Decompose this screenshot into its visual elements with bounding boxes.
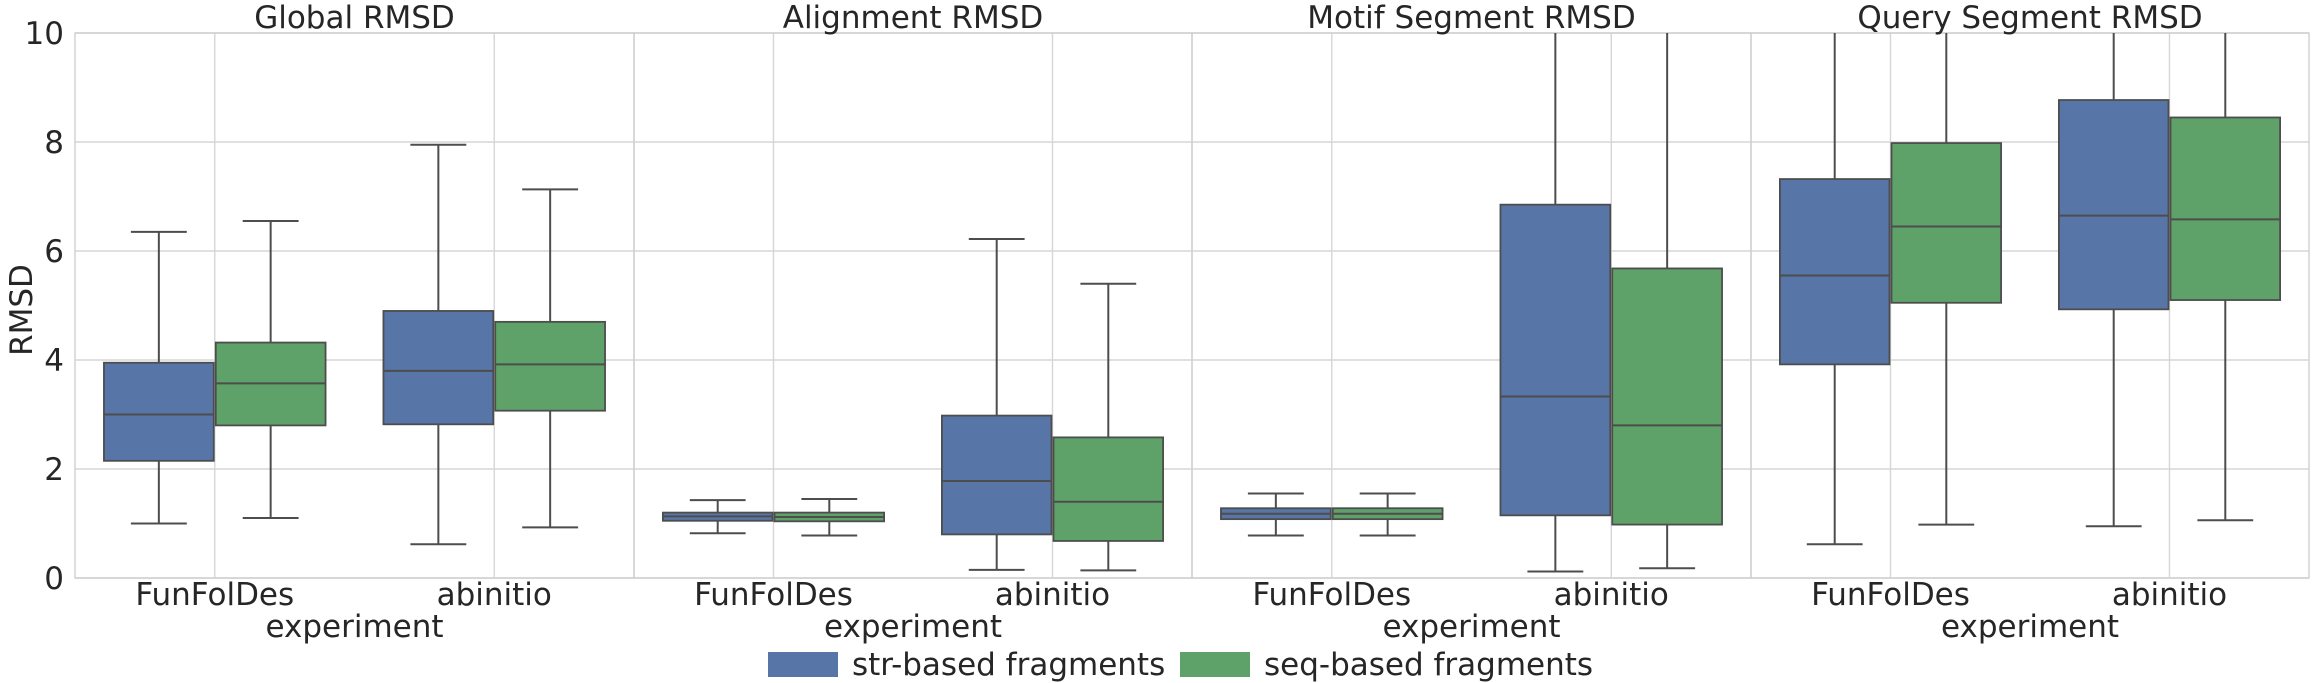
legend-swatch (1180, 652, 1250, 677)
box-seq-abinitio (494, 188, 606, 529)
box-str-abinitio (941, 238, 1053, 571)
box-str-abinitio (2057, 33, 2170, 528)
box-seq-FunFolDes (1331, 492, 1444, 537)
box-seq-FunFolDes (214, 220, 327, 520)
y-axis-label: RMSD (4, 264, 40, 356)
box-iqr (382, 310, 495, 426)
box-str-FunFolDes (1779, 33, 1891, 546)
legend-item: str-based fragments (768, 647, 1165, 683)
x-tick-label: FunFolDes (694, 577, 853, 613)
y-tick-label: 0 (44, 561, 64, 597)
panel-2: Motif Segment RMSD FunFolDes abinitioexper… (1191, 0, 1752, 645)
box-iqr (2169, 116, 2281, 301)
box-iqr (1052, 436, 1164, 542)
x-axis-label: experiment (1382, 609, 1560, 645)
box-seq-FunFolDes (1890, 33, 2002, 526)
x-axis-label: experiment (265, 609, 443, 645)
legend-item: seq-based fragments (1180, 647, 1593, 683)
x-tick-label: FunFolDes (135, 577, 294, 613)
box-str-abinitio (1499, 33, 1612, 573)
y-tick-label: 10 (25, 16, 64, 52)
panel-1: Alignment RMSD FunFolDes abinitioexperimen… (633, 0, 1193, 645)
x-tick-label: abinitio (1554, 577, 1669, 613)
legend-swatch (768, 652, 838, 677)
box-iqr (1611, 267, 1723, 526)
legend: str-based fragments seq-based fragments (768, 647, 1593, 683)
box-iqr (1890, 142, 2002, 304)
box-str-FunFolDes (662, 499, 774, 535)
box-str-abinitio (382, 143, 495, 546)
x-tick-label: FunFolDes (1252, 577, 1411, 613)
box-iqr (103, 361, 215, 462)
box-str-FunFolDes (103, 230, 215, 525)
panel-3: Query Segment RMSD FunFolDes abinitioexper… (1750, 0, 2310, 645)
y-ticks: 0 2 4 6 8 10 (25, 16, 64, 597)
panel-title: Motif Segment RMSD (1307, 0, 1635, 36)
x-tick-label: abinitio (995, 577, 1110, 613)
y-tick-label: 8 (44, 125, 64, 161)
panel-title: Alignment RMSD (783, 0, 1044, 36)
panel-title: Query Segment RMSD (1857, 0, 2202, 36)
panel-title: Global RMSD (254, 0, 455, 36)
box-iqr (1779, 178, 1891, 366)
x-tick-label: abinitio (437, 577, 552, 613)
box-iqr (494, 320, 606, 412)
box-seq-abinitio (1611, 33, 1723, 570)
x-tick-label: abinitio (2112, 577, 2227, 613)
box-iqr (1499, 203, 1612, 517)
panel-frame (1750, 32, 2310, 579)
box-str-FunFolDes (1220, 492, 1332, 537)
x-tick-label: FunFolDes (1811, 577, 1970, 613)
box-iqr (2057, 99, 2170, 311)
box-seq-abinitio (2169, 33, 2281, 522)
y-tick-label: 4 (44, 343, 64, 379)
y-tick-label: 2 (44, 452, 64, 488)
legend-label: str-based fragments (852, 647, 1165, 683)
box-seq-abinitio (1052, 282, 1164, 572)
x-axis-label: experiment (1941, 609, 2119, 645)
y-tick-label: 6 (44, 234, 64, 270)
x-axis-label: experiment (824, 609, 1002, 645)
legend-label: seq-based fragments (1264, 647, 1593, 683)
box-seq-FunFolDes (773, 497, 885, 537)
box-iqr (941, 414, 1053, 536)
